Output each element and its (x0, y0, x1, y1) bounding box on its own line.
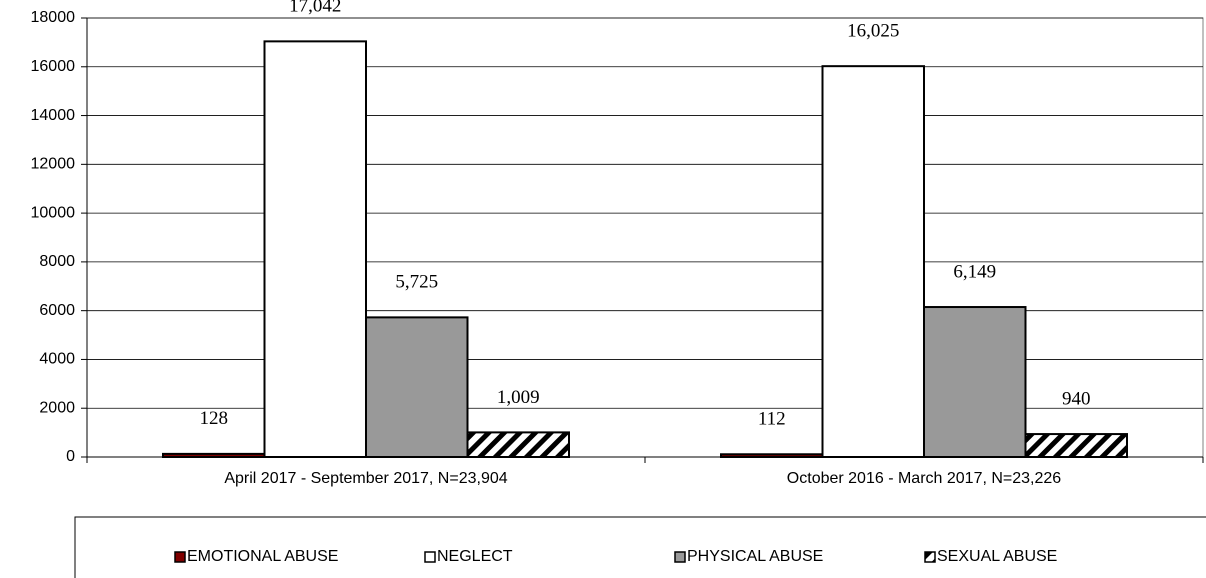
y-tick-label: 12000 (31, 156, 76, 173)
y-tick-label: 10000 (31, 204, 76, 221)
legend-swatch (924, 551, 936, 563)
plot-area (86, 17, 1204, 458)
y-tick-label: 14000 (31, 107, 76, 124)
legend-swatch (424, 551, 436, 563)
legend-label: NEGLECT (437, 548, 513, 565)
x-tick-label: April 2017 - September 2017, N=23,904 (224, 470, 507, 487)
value-label: 17,042 (289, 0, 341, 17)
legend-label: EMOTIONAL ABUSE (187, 548, 338, 565)
value-label: 5,725 (395, 272, 438, 293)
bar (162, 452, 266, 459)
y-tick-label: 8000 (39, 253, 75, 270)
value-label: 1,009 (497, 387, 540, 408)
y-tick-label: 6000 (39, 302, 75, 319)
y-tick-label: 2000 (39, 399, 75, 416)
legend-label: SEXUAL ABUSE (937, 548, 1057, 565)
value-label: 940 (1062, 388, 1091, 409)
legend-box (74, 516, 1206, 578)
y-tick-label: 4000 (39, 351, 75, 368)
legend-label: PHYSICAL ABUSE (687, 548, 823, 565)
value-label: 112 (758, 409, 786, 430)
bar (821, 65, 925, 458)
value-label: 16,025 (847, 21, 899, 42)
bar (923, 306, 1027, 458)
legend-swatch (674, 551, 686, 563)
value-label: 6,149 (953, 261, 996, 282)
x-tick-label: October 2016 - March 2017, N=23,226 (787, 470, 1061, 487)
bar (365, 316, 469, 458)
bar (720, 453, 824, 458)
bar (263, 40, 367, 458)
bar (1024, 433, 1128, 458)
bar (466, 431, 570, 458)
y-tick-label: 16000 (31, 58, 76, 75)
value-label: 128 (200, 408, 229, 429)
y-tick-label: 18000 (31, 9, 76, 26)
y-tick-label: 0 (66, 448, 75, 465)
legend-swatch (174, 551, 186, 563)
